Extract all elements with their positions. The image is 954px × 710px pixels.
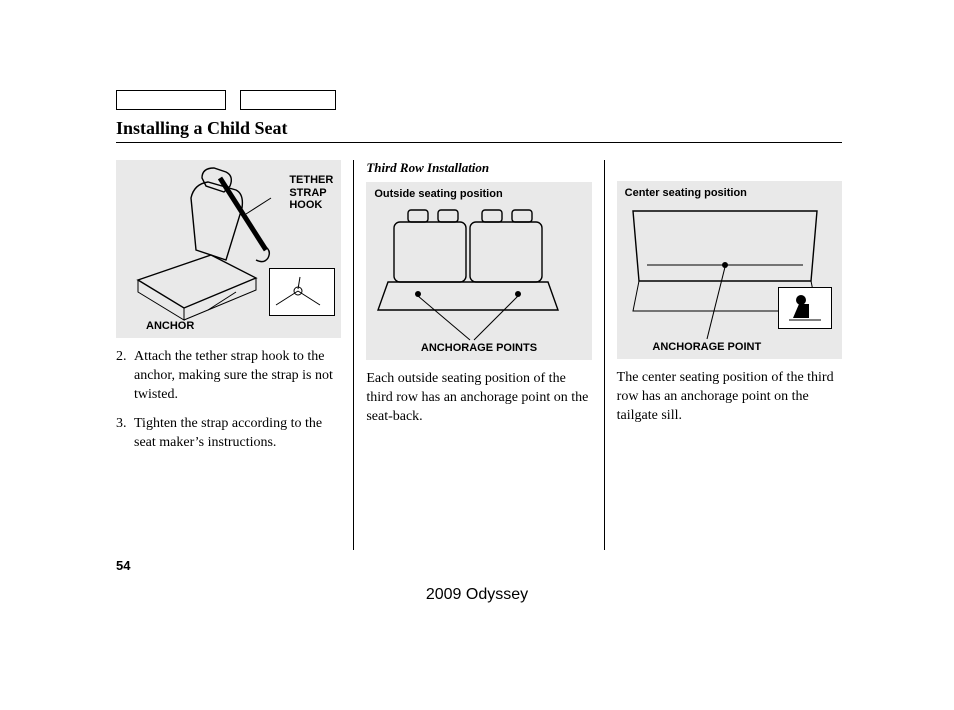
anchor-detail-icon (270, 269, 334, 315)
empty-box-2 (240, 90, 336, 110)
spacer (617, 160, 842, 181)
column-1-text: 2. Attach the tether strap hook to the a… (116, 348, 341, 452)
column-1: TETHER STRAP HOOK ANCHOR 2. Attach the t… (116, 160, 353, 550)
third-row-seat-icon (366, 182, 586, 360)
step-3: 3. Tighten the strap according to the se… (116, 415, 341, 453)
label-anchor: ANCHOR (146, 320, 194, 332)
column-3: Center seating position (604, 160, 842, 550)
tailgate-sill-icon (617, 181, 837, 359)
footer-model: 2009 Odyssey (0, 586, 954, 604)
figure-center-seating: Center seating position (617, 181, 842, 359)
anchor-detail-box (269, 268, 335, 316)
figure-seat-tether: TETHER STRAP HOOK ANCHOR (116, 160, 341, 338)
step-3-number: 3. (116, 415, 134, 453)
child-seat-pictogram-icon (779, 288, 831, 328)
step-3-text: Tighten the strap according to the seat … (134, 415, 341, 453)
label-anchorage-point: ANCHORAGE POINT (652, 341, 761, 353)
column-3-text: The center seating position of the third… (617, 369, 842, 426)
child-seat-pictogram-box (778, 287, 832, 329)
section-heading-third-row: Third Row Installation (366, 160, 591, 176)
column-container: TETHER STRAP HOOK ANCHOR 2. Attach the t… (116, 160, 842, 550)
label-tether-strap-hook: TETHER STRAP HOOK (289, 174, 333, 212)
title-underline (116, 142, 842, 143)
step-2-text: Attach the tether strap hook to the anch… (134, 348, 341, 405)
figure-outside-seating: Outside seating position (366, 182, 591, 360)
step-2-number: 2. (116, 348, 134, 405)
column-2-text: Each outside seating position of the thi… (366, 370, 591, 427)
label-anchorage-points: ANCHORAGE POINTS (421, 342, 537, 354)
empty-box-1 (116, 90, 226, 110)
page-number: 54 (116, 558, 130, 573)
column-2: Third Row Installation Outside seating p… (353, 160, 603, 550)
header-empty-boxes (116, 90, 336, 110)
page-title: Installing a Child Seat (116, 118, 288, 139)
step-2: 2. Attach the tether strap hook to the a… (116, 348, 341, 405)
page: Installing a Child Seat (0, 0, 954, 710)
